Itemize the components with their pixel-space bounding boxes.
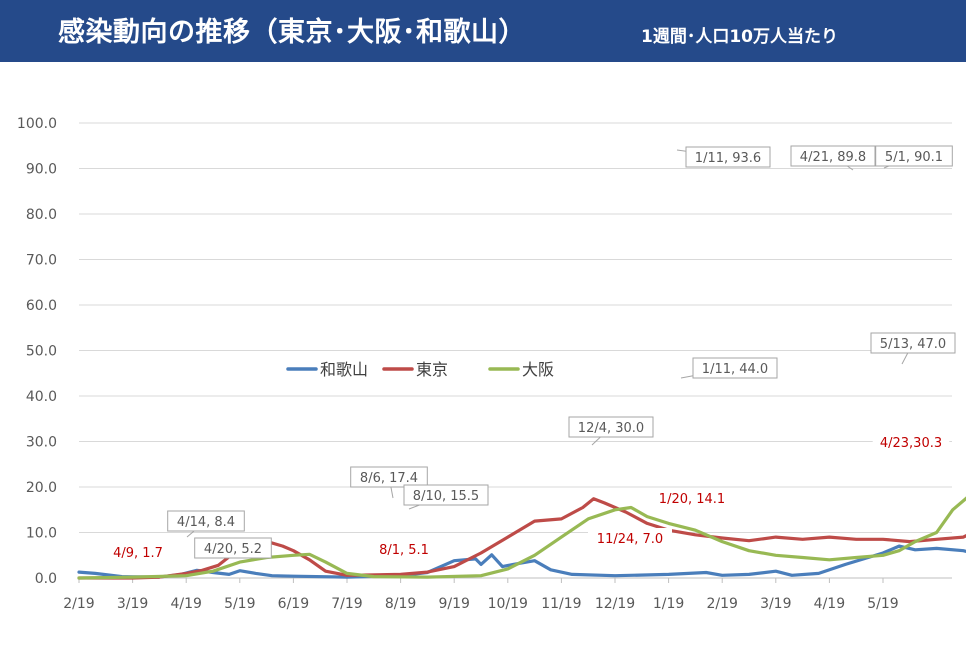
y-tick-label: 0.0 (35, 571, 57, 587)
label-box (194, 537, 272, 559)
x-tick-label: 3/19 (760, 596, 791, 612)
label-text: 4/9, 1.7 (113, 546, 163, 561)
legend-label: 大阪 (522, 360, 554, 379)
data-label: 4/21, 89.8 (790, 145, 876, 171)
y-tick-label: 20.0 (26, 480, 57, 496)
x-tick-label: 9/19 (438, 596, 469, 612)
legend: 和歌山 東京 大阪 (286, 360, 554, 379)
series-line (77, 497, 966, 580)
x-tick-label: 2/19 (706, 596, 737, 612)
y-tick-label: 50.0 (26, 344, 57, 360)
y-tick-label: 100.0 (17, 116, 57, 132)
data-label: 5/1, 90.1 (875, 145, 953, 169)
label-bg (369, 539, 439, 559)
label-text: 1/11, 44.0 (702, 362, 768, 377)
chart-subtitle: 1週間･人口10万人当たり (641, 27, 838, 47)
data-label: 8/6, 17.4 (350, 466, 428, 499)
chart-title: 感染動向の推移（東京･大阪･和歌山） (58, 17, 526, 48)
label-text: 1/20, 14.1 (659, 492, 725, 507)
data-label: 12/4, 30.0 (568, 416, 654, 446)
series-line (77, 496, 966, 580)
label-box (403, 484, 489, 506)
label-bg (588, 528, 672, 548)
x-tick-label: 5/19 (867, 596, 898, 612)
series-lines (77, 496, 966, 580)
label-text: 11/24, 7.0 (597, 532, 663, 547)
legend-label: 東京 (416, 360, 448, 379)
label-box (870, 332, 956, 354)
label-box (692, 357, 778, 379)
label-box (167, 510, 245, 532)
x-tick-label: 11/19 (541, 596, 581, 612)
line-chart: 0.0 10.0 20.0 30.0 40.0 50.0 60.0 70.0 80.0 90.0 1… (17, 116, 966, 612)
x-tick-label: 4/19 (814, 596, 845, 612)
data-label: 8/1, 5.1 (369, 539, 439, 559)
x-tick-label: 4/19 (170, 596, 201, 612)
data-label: 5/13, 47.0 (870, 332, 956, 365)
x-tick-label: 6/19 (278, 596, 309, 612)
chart-header: 感染動向の推移（東京･大阪･和歌山） 1週間･人口10万人当たり (0, 0, 966, 62)
y-tick-label: 10.0 (26, 526, 57, 542)
label-text: 8/6, 17.4 (360, 471, 418, 486)
x-tick-label: 10/19 (488, 596, 528, 612)
y-tick-label: 40.0 (26, 389, 57, 405)
x-tick-label: 12/19 (595, 596, 635, 612)
label-text: 5/13, 47.0 (880, 337, 946, 352)
label-bg (872, 432, 950, 452)
gridlines (79, 122, 952, 579)
label-box (685, 146, 771, 168)
x-axis: 2/19 3/19 4/19 5/19 6/19 7/19 8/19 9/19 10/19 11/… (63, 578, 899, 612)
y-axis: 0.0 10.0 20.0 30.0 40.0 50.0 60.0 70.0 80.0 90.0 1… (17, 116, 57, 587)
data-label: 4/9, 1.7 (103, 542, 173, 562)
label-text: 5/1, 90.1 (885, 150, 943, 165)
label-text: 4/23,30.3 (880, 436, 942, 451)
y-tick-label: 30.0 (26, 435, 57, 451)
label-text: 8/10, 15.5 (413, 489, 479, 504)
label-text: 4/14, 8.4 (177, 515, 235, 530)
label-text: 12/4, 30.0 (578, 421, 644, 436)
x-tick-label: 7/19 (331, 596, 362, 612)
data-label: 1/11, 44.0 (680, 357, 778, 379)
label-text: 4/21, 89.8 (800, 150, 866, 165)
data-label: 1/11, 93.6 (676, 146, 771, 168)
label-text: 4/20, 5.2 (204, 542, 262, 557)
series-line (77, 544, 966, 579)
label-text: 1/11, 93.6 (695, 151, 761, 166)
x-tick-label: 1/19 (653, 596, 684, 612)
data-label: 11/24, 7.0 (588, 528, 672, 548)
label-text: 8/1, 5.1 (379, 543, 429, 558)
x-tick-label: 3/19 (117, 596, 148, 612)
label-box (350, 466, 428, 488)
y-tick-label: 60.0 (26, 298, 57, 314)
label-bg (103, 542, 173, 562)
data-label: 1/20, 14.1 (650, 488, 734, 508)
legend-label: 和歌山 (320, 360, 368, 379)
label-bg (650, 488, 734, 508)
x-tick-label: 8/19 (385, 596, 416, 612)
x-tick-label: 2/19 (63, 596, 94, 612)
x-tick-label: 5/19 (224, 596, 255, 612)
label-box (568, 416, 654, 438)
data-label: 4/14, 8.4 (167, 510, 245, 538)
y-tick-label: 70.0 (26, 253, 57, 269)
data-label: 4/23,30.3 (872, 432, 950, 452)
data-labels: 4/9, 1.7 4/14, 8.4 4/20, 5.2 8/1, 5.1 8/6, 1… (103, 145, 956, 562)
y-tick-label: 80.0 (26, 207, 57, 223)
label-box (790, 145, 876, 167)
y-tick-label: 90.0 (26, 162, 57, 178)
data-label: 8/10, 15.5 (403, 484, 489, 510)
label-box (875, 145, 953, 167)
data-label: 4/20, 5.2 (194, 537, 272, 559)
